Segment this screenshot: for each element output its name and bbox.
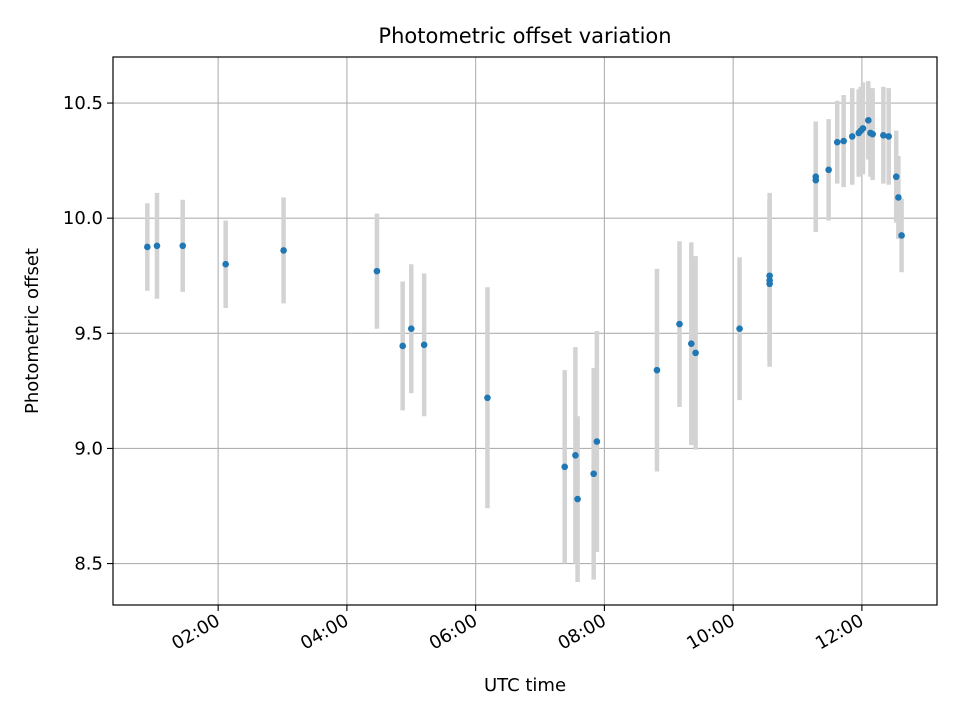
y-axis: 8.5 9.0 9.5 10.0 10.5 <box>63 93 113 575</box>
data-point <box>574 495 581 503</box>
data-point <box>653 366 661 374</box>
data-point <box>812 176 820 184</box>
data-point <box>373 267 381 275</box>
data-point <box>420 341 428 349</box>
data-point <box>676 320 683 328</box>
data-point <box>222 260 229 268</box>
x-axis-title: UTC time <box>484 675 566 696</box>
plot-frame <box>112 56 938 606</box>
data-point <box>859 125 867 132</box>
data-point <box>865 117 872 124</box>
data-point <box>825 166 832 174</box>
data-point <box>593 438 601 445</box>
data-point <box>153 242 161 250</box>
y-tick-label: 10.0 <box>63 208 103 229</box>
data-point <box>179 242 187 250</box>
y-tick-label: 8.5 <box>74 554 103 575</box>
data-point <box>144 243 151 251</box>
data-point <box>572 452 579 459</box>
data-point <box>892 173 900 181</box>
data-point <box>484 394 491 402</box>
data-point <box>848 133 856 140</box>
data-point <box>898 232 905 239</box>
chart-title: Photometric offset variation <box>378 24 671 48</box>
data-point <box>688 340 695 347</box>
data-point <box>766 272 773 280</box>
data-point <box>561 463 568 471</box>
data-point <box>736 325 743 332</box>
y-tick-label: 10.5 <box>63 93 103 114</box>
data-point <box>407 325 415 332</box>
data-point <box>399 342 406 350</box>
data-point <box>833 138 841 146</box>
data-point <box>590 470 597 478</box>
data-points <box>144 117 905 503</box>
data-point <box>766 280 773 288</box>
data-point <box>280 247 287 254</box>
data-point <box>840 137 847 145</box>
data-point <box>880 131 887 139</box>
y-tick-label: 9.0 <box>74 438 103 459</box>
y-axis-title: Photometric offset <box>22 248 43 414</box>
y-tick-label: 9.5 <box>74 323 103 344</box>
data-point <box>885 133 893 140</box>
data-point <box>692 349 699 357</box>
data-point <box>895 194 902 201</box>
data-point <box>869 130 876 138</box>
